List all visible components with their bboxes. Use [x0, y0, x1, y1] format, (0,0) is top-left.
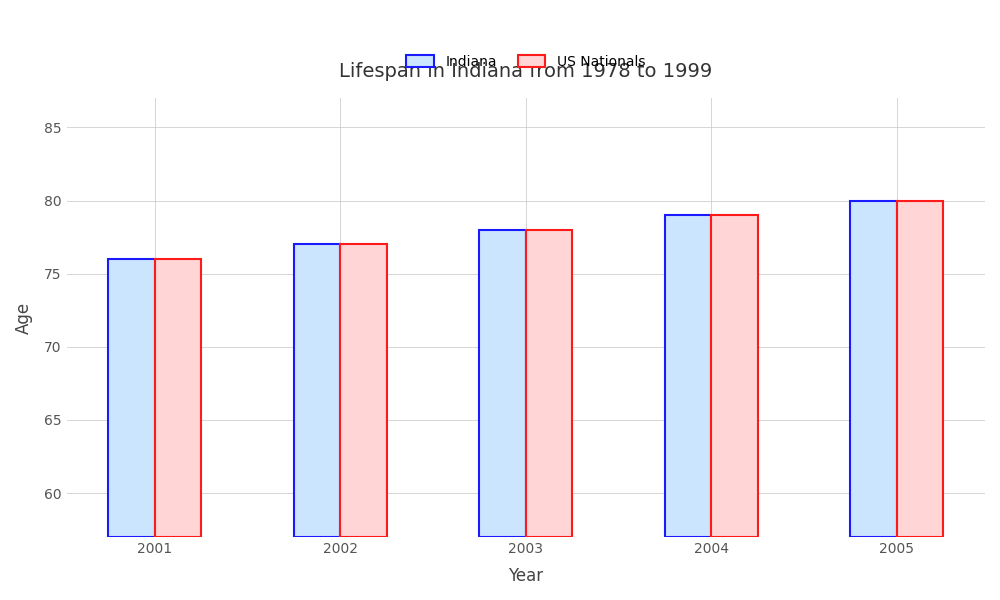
Bar — [340, 244, 387, 537]
Bar — [155, 259, 201, 537]
Y-axis label: Age: Age — [15, 302, 33, 334]
Title: Lifespan in Indiana from 1978 to 1999: Lifespan in Indiana from 1978 to 1999 — [339, 62, 712, 81]
Bar — [479, 230, 526, 537]
Bar — [526, 230, 572, 537]
Bar — [108, 259, 155, 537]
Bar — [711, 215, 758, 537]
Bar — [294, 244, 340, 537]
Legend: Indiana, US Nationals: Indiana, US Nationals — [400, 48, 652, 76]
X-axis label: Year: Year — [508, 567, 543, 585]
Bar — [897, 200, 943, 537]
Bar — [850, 200, 897, 537]
Bar — [665, 215, 711, 537]
